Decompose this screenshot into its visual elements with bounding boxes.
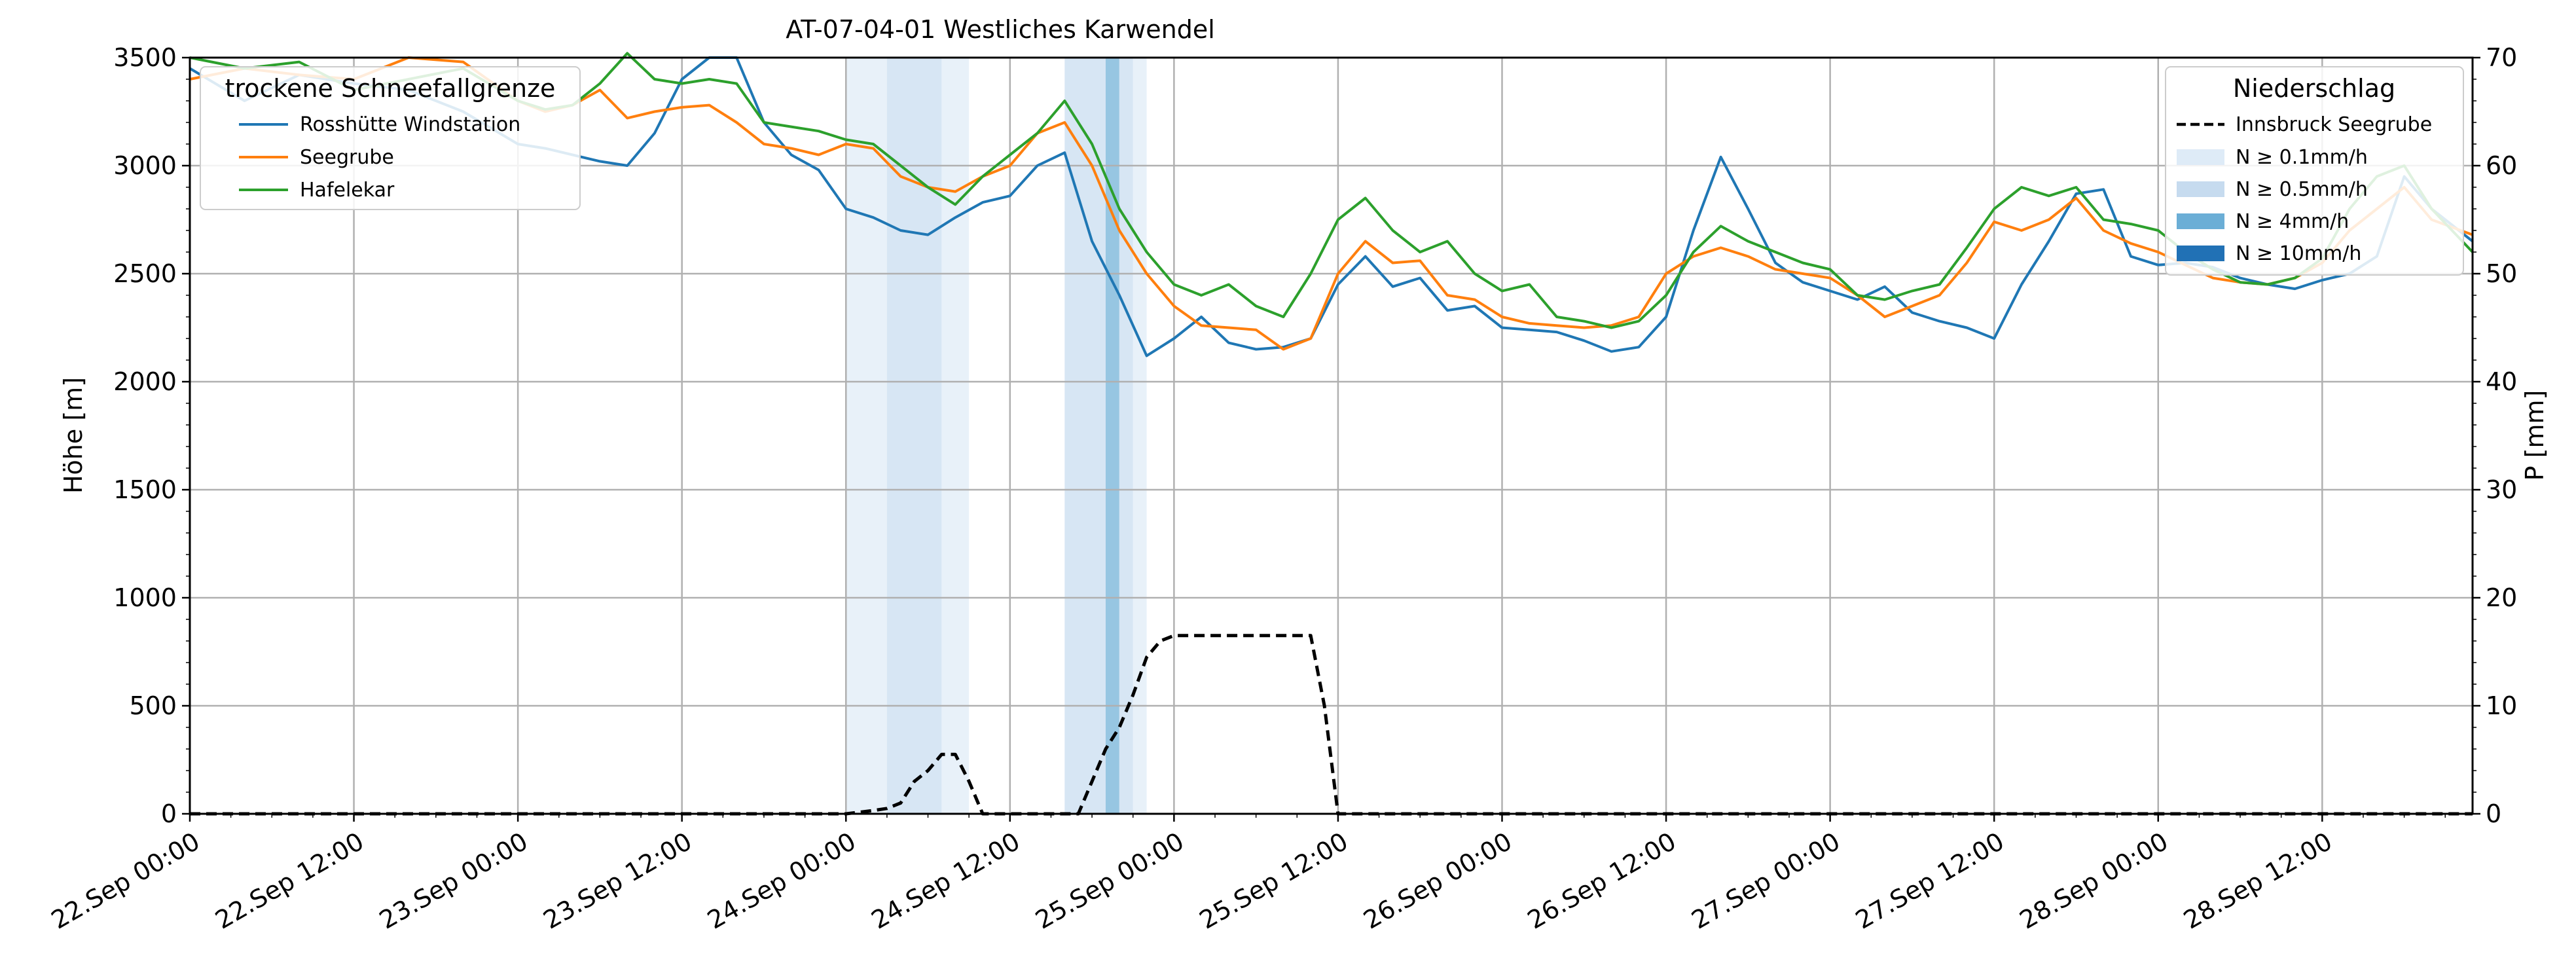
legend-label-innsbruck-seegrube: Innsbruck Seegrube [2236,113,2432,136]
y-left-tick-label-5: 2500 [113,259,177,288]
series-line-3 [190,634,2473,816]
y-left-tick-label-0: 0 [161,799,177,828]
precip-band-6 [1119,58,1133,814]
plot-frame [189,56,2474,815]
precip-band-3 [941,58,970,814]
legend-label-rosshuette: Rosshütte Windstation [300,113,520,136]
y-left-tick-label-1: 500 [129,691,177,720]
y-right-tick-label-0: 0 [2486,799,2501,828]
y-left-tick-label-7: 3500 [113,43,177,72]
legend-label-hafelekar: Hafelekar [300,179,395,202]
y-left-tick-label-4: 2000 [113,367,177,396]
legend-left-title: trockene Schneefallgrenze [225,74,556,103]
precip-band-7 [1133,58,1147,814]
legend-entry-n10: N ≥ 10mm/h [2177,242,2361,265]
legend-label-n4: N ≥ 4mm/h [2236,210,2349,233]
precip-band-0 [846,58,887,814]
y-right-tick-label-1: 10 [2486,691,2517,720]
y-right-tick-label-7: 70 [2486,43,2517,72]
precip-band-5 [1105,58,1119,814]
y-left-tick-label-6: 3000 [113,151,177,180]
y-left-tick-label-2: 1000 [113,583,177,612]
legend-label-n01: N ≥ 0.1mm/h [2236,146,2368,169]
legend-left: trockene Schneefallgrenze Rosshütte Wind… [200,66,581,210]
precip-band-2 [928,58,942,814]
y-right-tick-label-6: 60 [2486,151,2517,180]
y-right-tick-label-2: 20 [2486,583,2517,612]
chart-title: AT-07-04-01 Westliches Karwendel [786,15,1215,44]
legend-entry-seegrube: Seegrube [239,146,394,169]
series-line-0 [189,56,2474,357]
legend-entry-n01: N ≥ 0.1mm/h [2177,146,2368,169]
y-axis-left-label: Höhe [m] [59,377,88,494]
y-right-tick-label-5: 50 [2486,259,2517,288]
legend-entry-n05: N ≥ 0.5mm/h [2177,178,2368,201]
legend-entry-n4: N ≥ 4mm/h [2177,210,2349,233]
precipitation-bands [846,58,1147,814]
legend-entry-rosshuette: Rosshütte Windstation [239,113,520,136]
legend-entry-hafelekar: Hafelekar [239,179,395,202]
y-right-tick-label-3: 30 [2486,475,2517,504]
y-left-tick-label-3: 1500 [113,475,177,504]
legend-right-title: Niederschlag [2233,74,2395,103]
y-right-tick-label-4: 40 [2486,367,2517,396]
legend-label-n10: N ≥ 10mm/h [2236,242,2361,265]
legend-label-n05: N ≥ 0.5mm/h [2236,178,2368,201]
legend-label-seegrube: Seegrube [300,146,394,169]
series-lines [189,52,2474,816]
y-axis-right-label: P [mm] [2520,390,2549,481]
legend-right: Niederschlag Innsbruck Seegrube N ≥ 0.1m… [2165,66,2464,276]
series-line-2 [189,52,2474,329]
series-line-1 [189,56,2473,351]
legend-entry-innsbruck-seegrube: Innsbruck Seegrube [2177,113,2432,136]
